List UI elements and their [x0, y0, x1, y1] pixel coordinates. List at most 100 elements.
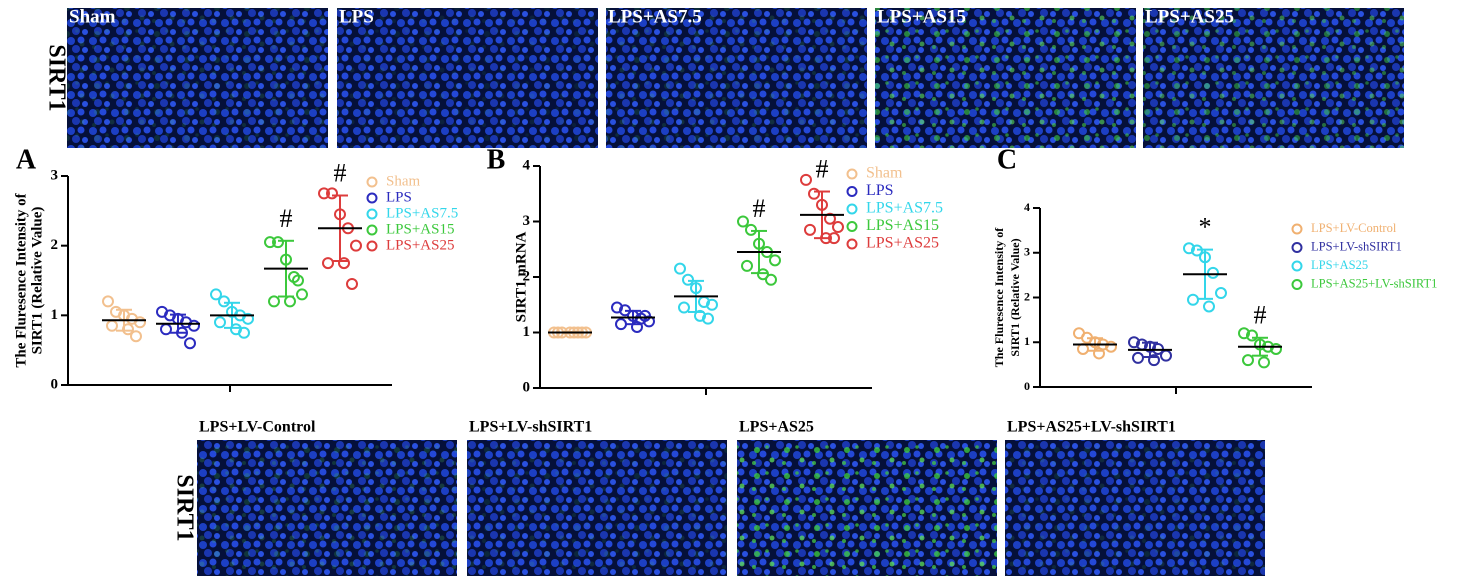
panel-label: LPS+AS7.5	[608, 6, 702, 27]
panel-letter: B	[487, 144, 506, 175]
data-point	[268, 295, 280, 308]
legend-marker	[846, 203, 858, 215]
legend-marker	[846, 238, 858, 250]
legend-marker	[366, 192, 378, 204]
y-tick-label: 2	[1024, 289, 1030, 303]
data-point	[1132, 351, 1144, 364]
data-point	[706, 298, 718, 311]
data-point	[1148, 354, 1160, 367]
legend-label: LPS	[866, 182, 894, 199]
data-point	[1105, 340, 1117, 353]
legend-label: LPS+AS7.5	[866, 200, 943, 217]
legend-marker	[1291, 223, 1303, 235]
panel-label: LPS+AS25	[1145, 6, 1234, 27]
data-point	[804, 223, 816, 236]
data-point	[694, 309, 706, 322]
y-axis-label: The Fluresence Intensity of	[992, 227, 1006, 367]
data-point	[130, 330, 142, 343]
data-point	[800, 173, 812, 186]
data-point	[741, 259, 753, 272]
data-point	[242, 312, 254, 325]
y-tick-label: 1	[1024, 334, 1030, 348]
data-point	[188, 319, 200, 332]
legend-marker	[846, 168, 858, 180]
data-point	[184, 337, 196, 350]
data-point	[346, 277, 358, 290]
legend-marker	[366, 224, 378, 236]
legend-label: LPS+LV-shSIRT1	[1311, 239, 1402, 253]
y-tick-label: 2	[523, 268, 531, 284]
data-point	[611, 301, 623, 314]
micrograph-green	[467, 440, 727, 576]
data-point	[292, 274, 304, 287]
data-point	[702, 312, 714, 325]
data-point	[745, 223, 757, 236]
data-point	[1258, 356, 1270, 369]
panel-label: Sham	[69, 6, 116, 27]
data-point	[1160, 349, 1172, 362]
data-point	[218, 295, 230, 308]
data-point	[214, 316, 226, 329]
data-point	[615, 318, 627, 331]
significance-mark: #	[280, 204, 293, 233]
data-point	[272, 236, 284, 249]
legend-label: LPS+AS25	[386, 237, 454, 253]
significance-mark: *	[1199, 213, 1212, 242]
data-point	[757, 268, 769, 281]
data-point	[832, 221, 844, 234]
data-point	[631, 320, 643, 333]
y-axis-label: SIRT1 (Relative Value)	[1008, 238, 1022, 356]
data-point	[134, 316, 146, 329]
panel-letter: C	[997, 144, 1017, 175]
y-tick-label: 0	[523, 379, 531, 395]
data-point	[674, 262, 686, 275]
data-point	[1238, 327, 1250, 340]
micrograph-green	[197, 440, 457, 576]
y-tick-label: 3	[523, 213, 531, 229]
legend-label: LPS+AS15	[866, 217, 939, 234]
legend-marker	[846, 221, 858, 232]
data-point	[1270, 342, 1282, 355]
legend-marker	[366, 208, 378, 220]
significance-mark: #	[334, 158, 347, 187]
micrograph-green	[875, 8, 1136, 148]
significance-mark: #	[816, 154, 829, 183]
legend-label: Sham	[866, 165, 903, 182]
micrograph-green	[1005, 440, 1265, 576]
panel-label: LPS+AS15	[877, 6, 966, 27]
data-point	[350, 239, 362, 252]
legend-label: LPS+AS15	[386, 221, 454, 237]
panel-label: LPS	[339, 6, 374, 27]
legend-label: Sham	[386, 173, 421, 189]
legend-marker	[1291, 260, 1303, 272]
side-label: SIRT1	[171, 474, 197, 541]
y-tick-label: 0	[1024, 379, 1030, 393]
data-point	[678, 301, 690, 314]
data-point	[765, 273, 777, 286]
data-point	[769, 254, 781, 267]
y-tick-label: 1	[523, 324, 531, 340]
y-tick-label: 3	[1024, 245, 1030, 259]
data-point	[338, 257, 350, 270]
panel-label: LPS+AS25	[739, 419, 814, 436]
y-tick-label: 2	[51, 237, 59, 253]
legend-label: LPS+LV-Control	[1311, 221, 1397, 235]
data-point	[102, 295, 114, 308]
y-axis-label: SIRT1 mRNA	[513, 231, 529, 322]
panel-letter: A	[16, 144, 37, 175]
legend-label: LPS+AS25	[1311, 258, 1368, 272]
data-point	[1128, 336, 1140, 349]
legend-label: LPS	[386, 189, 412, 205]
y-tick-label: 4	[1024, 200, 1030, 214]
data-point	[1183, 242, 1195, 255]
legend-marker	[1291, 279, 1303, 290]
data-point	[106, 319, 118, 332]
significance-mark: #	[753, 194, 766, 223]
data-point	[1187, 293, 1199, 306]
data-point	[639, 309, 651, 322]
data-point	[318, 187, 330, 200]
panel-label: LPS+LV-shSIRT1	[469, 419, 592, 436]
side-label: SIRT1	[43, 44, 69, 111]
data-point	[1207, 266, 1219, 279]
y-axis-label: SIRT1 (Relative Value)	[29, 207, 45, 355]
